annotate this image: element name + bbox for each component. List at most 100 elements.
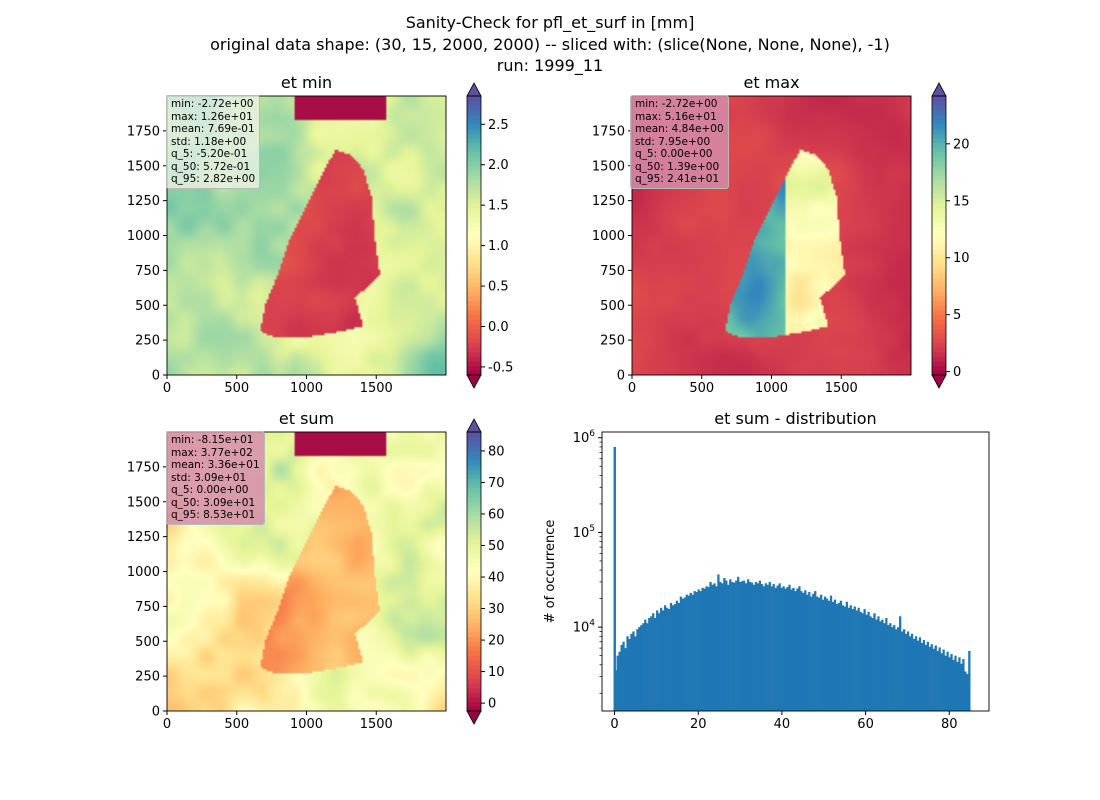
- histogram-bar: [818, 597, 821, 711]
- histogram-bar: [709, 581, 712, 711]
- histogram-bar: [798, 586, 801, 711]
- histogram-bar: [658, 613, 661, 711]
- histogram-bar: [855, 610, 858, 711]
- et-max-colorbar-extend-bottom: [931, 374, 947, 389]
- et-min-colorbar-step: [467, 221, 481, 227]
- et-min-colorbar-step: [467, 207, 481, 213]
- et-max-colorbar-step: [932, 100, 946, 106]
- et-min-colorbar-step: [467, 333, 481, 339]
- et-sum-colorbar-step: [467, 571, 481, 577]
- histogram-bar: [766, 584, 769, 711]
- histogram-bar: [634, 636, 637, 711]
- histogram-bar: [875, 619, 878, 711]
- histogram-bar: [800, 591, 803, 711]
- et-max-colorbar-step: [932, 137, 946, 143]
- et-max-xtick-label: 0: [628, 381, 636, 396]
- et-min-colorbar-step: [467, 165, 481, 171]
- histogram-bar: [648, 617, 651, 711]
- stats-line: min: -8.15e+01: [171, 434, 254, 446]
- et-max-colorbar-tick-label: 20: [953, 137, 970, 152]
- et-sum-colorbar-step: [467, 473, 481, 479]
- histogram-bar: [891, 627, 894, 711]
- et-min-colorbar-tick-label: 0.0: [488, 320, 509, 335]
- histogram-bar: [794, 591, 797, 711]
- histogram-bar: [912, 638, 916, 711]
- et-min-colorbar-step: [467, 305, 481, 311]
- histogram-bar: [950, 653, 953, 711]
- et-sum-colorbar-step: [467, 459, 481, 466]
- et-sum-colorbar-step: [467, 590, 481, 596]
- et-max-colorbar-step: [932, 300, 946, 306]
- et-sum-colorbar-step: [467, 557, 481, 563]
- et-sum-colorbar-tick-label: 50: [488, 539, 505, 554]
- histogram-bar: [646, 623, 649, 711]
- et-min-ytick-label: 0: [152, 369, 160, 384]
- et-max-colorbar-step: [932, 356, 946, 362]
- et-min-colorbar-step: [467, 161, 481, 167]
- histogram-bar: [695, 591, 698, 711]
- et-max-colorbar-step: [932, 179, 946, 185]
- histogram-bar: [901, 631, 904, 711]
- histogram-bar: [821, 599, 825, 711]
- et-max-colorbar-step: [932, 314, 946, 320]
- stats-line: max: 5.16e+01: [635, 110, 717, 123]
- histogram-bar: [904, 633, 908, 711]
- histogram-bar: [802, 592, 805, 711]
- histogram-bar: [689, 592, 692, 711]
- et-min-colorbar-step: [467, 351, 481, 357]
- histogram-bar: [825, 598, 829, 711]
- histogram-bar: [638, 627, 641, 711]
- histogram-bar: [829, 595, 833, 711]
- et-max-colorbar-step: [932, 295, 946, 302]
- et-min-colorbar-step: [467, 156, 481, 162]
- stats-line: mean: 4.84e+00: [635, 123, 724, 135]
- histogram-bar: [703, 588, 706, 711]
- histogram-bar: [626, 636, 629, 711]
- et-min-colorbar-tick-label: -0.5: [488, 360, 513, 375]
- et-max-colorbar: 0 5 10 15 20: [931, 82, 970, 389]
- et-sum-colorbar-step: [467, 673, 481, 679]
- et-sum-colorbar-step: [467, 455, 481, 461]
- et-min-colorbar-step: [467, 365, 481, 371]
- et-min-colorbar-step: [467, 342, 481, 348]
- histogram-bar: [889, 623, 892, 711]
- histogram-bar: [616, 655, 619, 711]
- et-min-colorbar-step: [467, 244, 481, 250]
- histogram-bar: [820, 594, 823, 711]
- et-max-colorbar-step: [932, 351, 946, 357]
- stats-line: q_95: 2.41e+01: [635, 173, 720, 185]
- histogram-bar: [764, 583, 767, 711]
- et-min-colorbar-step: [467, 300, 481, 306]
- histogram-bar: [887, 625, 890, 711]
- histogram-bar: [960, 663, 963, 711]
- et-sum-colorbar-step: [467, 683, 481, 689]
- et-min-colorbar-step: [467, 128, 481, 134]
- et-max-colorbar-step: [932, 161, 946, 167]
- histogram-bar: [669, 602, 673, 711]
- et-max-colorbar-step: [932, 193, 946, 199]
- et-sum-colorbar-step: [467, 525, 481, 531]
- et-min-colorbar-step: [467, 193, 481, 199]
- histogram-bar: [881, 619, 884, 711]
- histogram-bar: [823, 596, 827, 711]
- et-sum-colorbar-step: [467, 687, 481, 693]
- et-sum-ytick-label: 0: [152, 705, 160, 720]
- histogram-bar: [851, 609, 854, 711]
- et-max-colorbar-step: [932, 175, 946, 181]
- histogram-bar: [924, 644, 928, 711]
- et-max-colorbar-step: [932, 198, 946, 204]
- histogram-bar: [946, 651, 949, 711]
- et-min-colorbar-step: [467, 212, 481, 218]
- histogram-bar: [760, 584, 764, 711]
- histogram-bar: [865, 614, 868, 711]
- histogram-bar: [713, 583, 716, 711]
- et-sum-xtick-label: 1000: [290, 717, 323, 732]
- histogram-bar: [671, 605, 675, 711]
- histogram-bar: [661, 610, 665, 711]
- et-min-colorbar-step: [467, 277, 481, 283]
- et-sum-colorbar-step: [467, 464, 481, 470]
- et-sum-colorbar-step: [467, 692, 481, 698]
- stats-line: std: 1.18e+00: [171, 135, 247, 148]
- histogram-ytick-base: 10: [573, 621, 590, 636]
